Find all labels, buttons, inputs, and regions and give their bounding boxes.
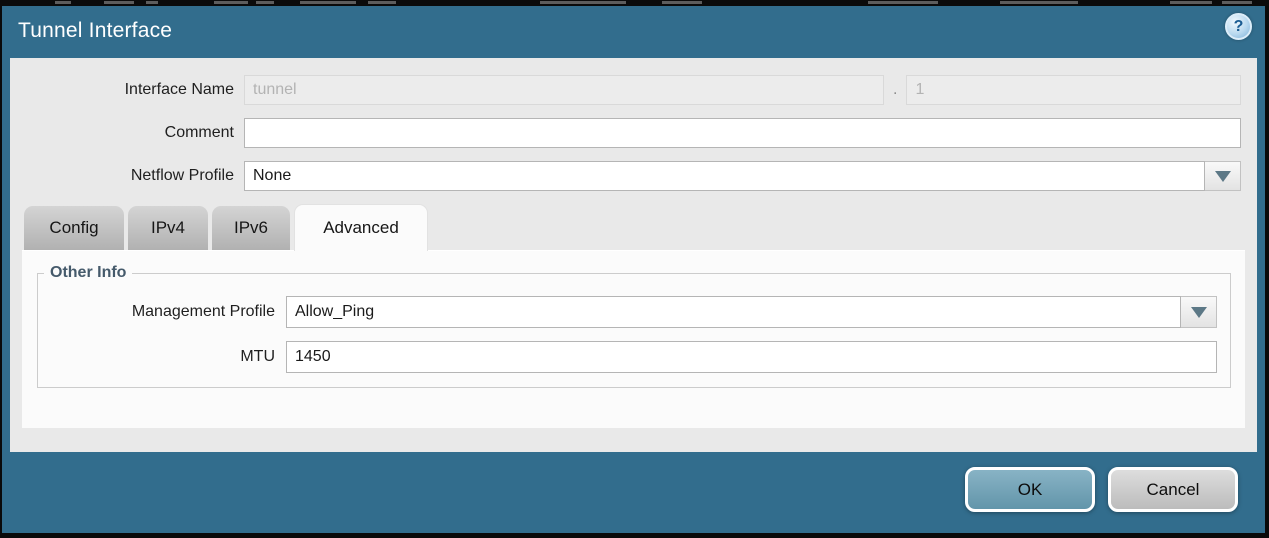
tab-advanced[interactable]: Advanced	[294, 204, 428, 251]
interface-name-label: Interface Name	[124, 81, 234, 98]
netflow-profile-label: Netflow Profile	[130, 167, 234, 184]
dialog-body: Interface Name . Comment Netflow Profile	[10, 58, 1257, 452]
chevron-down-icon	[1214, 170, 1231, 182]
interface-name-row: Interface Name .	[10, 75, 1241, 105]
interface-name-separator: .	[893, 81, 898, 98]
background-page-edge	[0, 0, 1269, 6]
general-fields: Interface Name . Comment Netflow Profile	[10, 58, 1257, 191]
comment-row: Comment	[10, 118, 1241, 148]
netflow-profile-combo	[244, 161, 1241, 191]
help-button[interactable]: ?	[1225, 13, 1252, 40]
management-profile-dropdown-button[interactable]	[1181, 296, 1217, 328]
comment-input[interactable]	[244, 118, 1241, 148]
dialog-titlebar: Tunnel Interface ?	[2, 6, 1265, 58]
management-profile-combo	[286, 296, 1217, 328]
interface-name-field	[244, 75, 884, 105]
netflow-profile-row: Netflow Profile	[10, 161, 1241, 191]
management-profile-label: Management Profile	[131, 303, 275, 320]
other-info-title: Other Info	[50, 264, 127, 281]
mtu-label: MTU	[240, 348, 275, 365]
mtu-input[interactable]	[286, 341, 1217, 373]
tab-config[interactable]: Config	[24, 206, 124, 250]
interface-unit-field	[906, 75, 1241, 105]
tab-ipv6[interactable]: IPv6	[212, 206, 290, 250]
management-profile-input[interactable]	[286, 296, 1181, 328]
question-mark-icon: ?	[1233, 17, 1244, 35]
netflow-profile-input[interactable]	[244, 161, 1205, 191]
advanced-tab-panel: Other Info Management Profile MTU	[22, 250, 1245, 428]
netflow-profile-dropdown-button[interactable]	[1205, 161, 1241, 191]
ok-button[interactable]: OK	[965, 467, 1095, 512]
management-profile-row: Management Profile	[38, 296, 1217, 328]
cancel-button[interactable]: Cancel	[1108, 467, 1238, 512]
tab-strip: Config IPv4 IPv6 Advanced	[24, 204, 1257, 251]
mtu-row: MTU	[38, 341, 1217, 373]
tab-ipv4[interactable]: IPv4	[128, 206, 208, 250]
comment-label: Comment	[164, 124, 234, 141]
other-info-group: Other Info Management Profile MTU	[37, 264, 1231, 388]
chevron-down-icon	[1190, 306, 1207, 318]
tunnel-interface-dialog: Tunnel Interface ? Interface Name . Comm…	[2, 6, 1265, 533]
dialog-title: Tunnel Interface	[18, 19, 173, 42]
